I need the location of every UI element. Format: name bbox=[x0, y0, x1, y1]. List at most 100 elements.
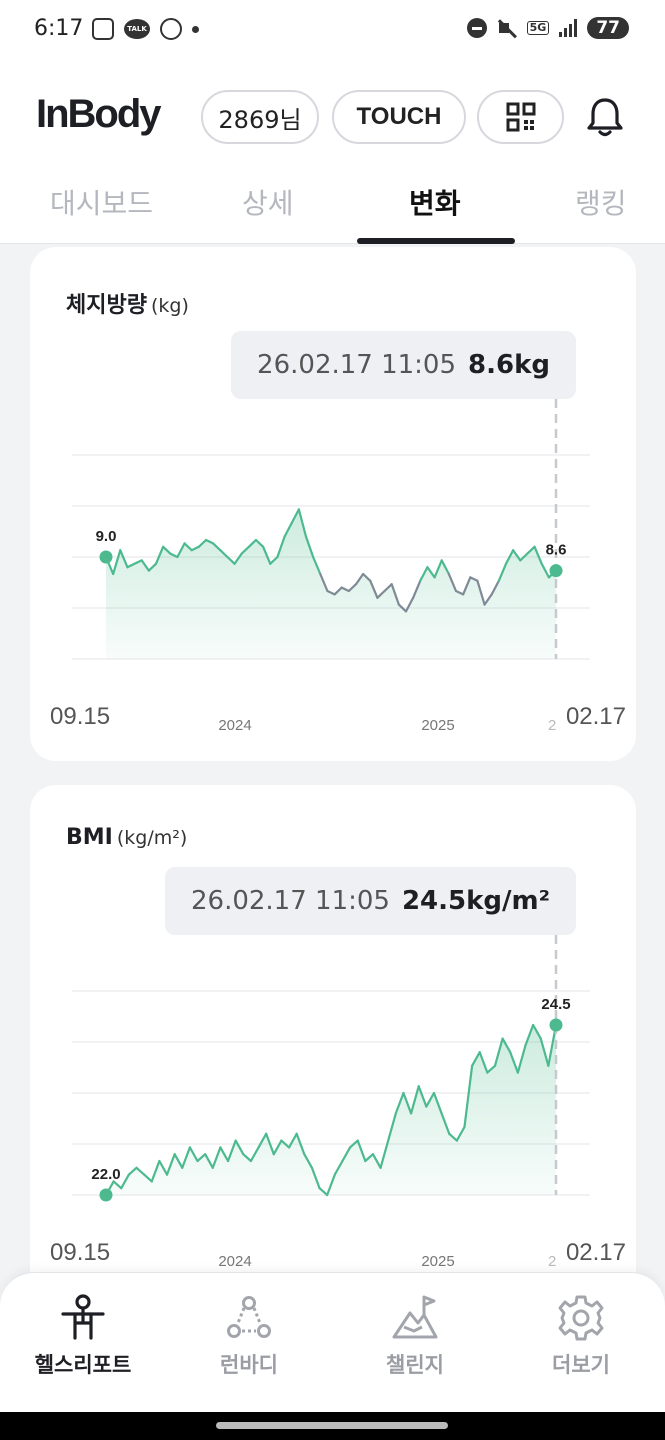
active-tab-indicator bbox=[357, 238, 515, 244]
bottom-nav: 헬스리포트 런바디 챌린지 더보기 bbox=[0, 1272, 665, 1412]
more-notifications-icon bbox=[192, 25, 199, 33]
status-time: 6:17 bbox=[34, 16, 84, 41]
line-segment bbox=[276, 535, 286, 559]
year-tick-label: 2025 bbox=[421, 717, 454, 734]
status-right-icons: 5G 77 bbox=[466, 17, 629, 39]
status-bar: 6:17 TALK 5G 77 bbox=[0, 0, 665, 64]
line-segment bbox=[181, 1146, 191, 1169]
line-segment bbox=[158, 1159, 169, 1176]
line-segment bbox=[504, 549, 515, 565]
line-segment bbox=[295, 1132, 306, 1156]
line-segment bbox=[247, 538, 258, 548]
line-segment bbox=[524, 1023, 535, 1047]
line-segment bbox=[364, 1153, 375, 1163]
end-point bbox=[549, 564, 563, 578]
line-segment bbox=[190, 545, 200, 552]
line-segment bbox=[448, 1132, 458, 1142]
data-area bbox=[106, 509, 556, 659]
line-segment bbox=[417, 1085, 428, 1108]
year-tick-label: 2 bbox=[548, 717, 556, 734]
line-segment bbox=[133, 559, 143, 565]
card-unit: (kg/m²) bbox=[116, 827, 188, 849]
tab-ranking[interactable]: 랭킹 bbox=[575, 187, 627, 220]
tab-dashboard[interactable]: 대시보드 bbox=[50, 187, 154, 220]
tab-detail[interactable]: 상세 bbox=[242, 187, 294, 220]
body-fat-card[interactable]: 체지방량 (kg) 26.02.17 11:05 8.6kg 9.0 8.6 09.1… bbox=[30, 247, 636, 761]
line-segment bbox=[341, 1146, 352, 1163]
line-segment bbox=[533, 545, 543, 565]
line-segment bbox=[265, 1132, 275, 1156]
line-segment bbox=[490, 579, 500, 596]
line-segment bbox=[240, 545, 250, 555]
line-segment bbox=[333, 586, 343, 596]
line-segment bbox=[249, 1146, 260, 1163]
line-segment bbox=[433, 559, 443, 579]
end-value-label: 24.5 bbox=[541, 996, 570, 1013]
nav-challenge[interactable]: 챌린지 bbox=[355, 1293, 475, 1379]
line-segment bbox=[126, 562, 136, 569]
nav-run-body[interactable]: 런바디 bbox=[189, 1293, 309, 1379]
year-tick-label: 2024 bbox=[218, 1253, 251, 1270]
line-segment bbox=[183, 542, 193, 552]
start-value-label: 9.0 bbox=[96, 528, 117, 545]
network-type-icon: 5G bbox=[526, 21, 550, 35]
tooltip-value: 8.6kg bbox=[468, 350, 550, 380]
tab-change[interactable]: 변화 bbox=[409, 187, 461, 220]
user-pill-button[interactable]: 2869님 bbox=[201, 90, 319, 144]
touch-pill-button[interactable]: TOUCH bbox=[332, 90, 466, 144]
line-segment bbox=[454, 589, 465, 596]
line-segment bbox=[347, 583, 358, 593]
kakaotalk-icon: TALK bbox=[124, 19, 150, 39]
bmi-card[interactable]: BMI (kg/m²) 26.02.17 11:05 24.5kg/m² 22.0… bbox=[30, 785, 636, 1305]
line-segment bbox=[455, 1125, 466, 1142]
line-segment bbox=[127, 1166, 138, 1176]
line-segment bbox=[412, 579, 422, 599]
nav-more[interactable]: 더보기 bbox=[521, 1293, 641, 1379]
status-left-icons: TALK bbox=[92, 18, 199, 40]
nav-label: 런바디 bbox=[220, 1353, 278, 1377]
line-segment bbox=[356, 1139, 367, 1163]
line-segment bbox=[340, 586, 350, 593]
line-segment bbox=[304, 535, 315, 559]
start-point bbox=[99, 1188, 113, 1202]
inbody-logo: InBody bbox=[36, 92, 162, 136]
end-value-label: 8.6 bbox=[546, 542, 567, 559]
line-segment bbox=[226, 555, 236, 565]
qr-button[interactable] bbox=[477, 90, 564, 144]
line-segment bbox=[509, 1051, 519, 1074]
tooltip-time: 26.02.17 11:05 bbox=[257, 350, 457, 380]
line-segment bbox=[376, 589, 386, 599]
line-segment bbox=[143, 1173, 153, 1183]
line-segment bbox=[426, 566, 436, 579]
line-segment bbox=[165, 1153, 176, 1176]
gear-icon bbox=[558, 1295, 604, 1341]
line-segment bbox=[397, 603, 408, 613]
line-segment bbox=[402, 1091, 413, 1115]
line-segment bbox=[462, 576, 472, 596]
line-segment bbox=[478, 1051, 489, 1074]
line-segment bbox=[440, 1112, 451, 1135]
year-tick-label: 2024 bbox=[218, 717, 251, 734]
line-segment bbox=[226, 1139, 237, 1163]
line-segment bbox=[262, 545, 272, 565]
line-segment bbox=[219, 549, 229, 559]
line-segment bbox=[471, 1051, 481, 1067]
line-segment bbox=[383, 583, 393, 593]
tooltip-time: 26.02.17 11:05 bbox=[190, 886, 390, 916]
bell-icon[interactable] bbox=[585, 96, 625, 138]
line-segment bbox=[497, 562, 508, 582]
do-not-disturb-icon bbox=[466, 18, 487, 38]
line-segment bbox=[204, 538, 215, 545]
system-home-bar bbox=[0, 1412, 665, 1440]
line-segment bbox=[354, 572, 365, 586]
bmi-line-chart[interactable]: 22.0 24.5 09.15 02.17 2024 2025 2 bbox=[30, 933, 636, 1273]
line-segment bbox=[348, 1139, 359, 1149]
line-segment bbox=[280, 1139, 291, 1149]
line-segment bbox=[176, 542, 186, 559]
card-title: 체지방량 (kg) bbox=[66, 293, 189, 318]
line-segment bbox=[447, 572, 458, 593]
nav-health-report[interactable]: 헬스리포트 bbox=[23, 1293, 143, 1379]
x-end-label: 02.17 bbox=[566, 703, 626, 730]
line-segment bbox=[310, 1166, 321, 1190]
body-fat-line-chart[interactable]: 9.0 8.6 09.15 02.17 2024 2025 2 bbox=[30, 397, 636, 737]
